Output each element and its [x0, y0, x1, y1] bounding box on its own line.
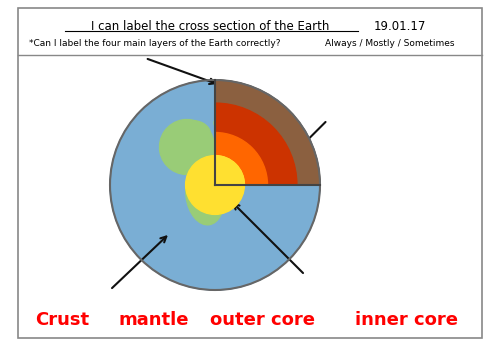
Ellipse shape — [160, 120, 214, 175]
Text: outer core: outer core — [210, 311, 315, 329]
Text: *Can I label the four main layers of the Earth correctly?: *Can I label the four main layers of the… — [29, 39, 281, 47]
Text: Crust: Crust — [35, 311, 89, 329]
Wedge shape — [215, 132, 268, 185]
Text: I can label the cross section of the Earth: I can label the cross section of the Ear… — [91, 19, 329, 33]
Text: mantle: mantle — [118, 311, 188, 329]
Text: inner core: inner core — [355, 311, 458, 329]
Ellipse shape — [179, 121, 211, 149]
Wedge shape — [215, 103, 297, 185]
Wedge shape — [215, 80, 320, 185]
Ellipse shape — [186, 165, 224, 225]
Wedge shape — [215, 156, 244, 185]
Circle shape — [110, 80, 320, 290]
Circle shape — [186, 156, 244, 215]
Text: 19.01.17: 19.01.17 — [374, 19, 426, 33]
Ellipse shape — [214, 116, 232, 130]
Text: Always / Mostly / Sometimes: Always / Mostly / Sometimes — [325, 39, 455, 47]
